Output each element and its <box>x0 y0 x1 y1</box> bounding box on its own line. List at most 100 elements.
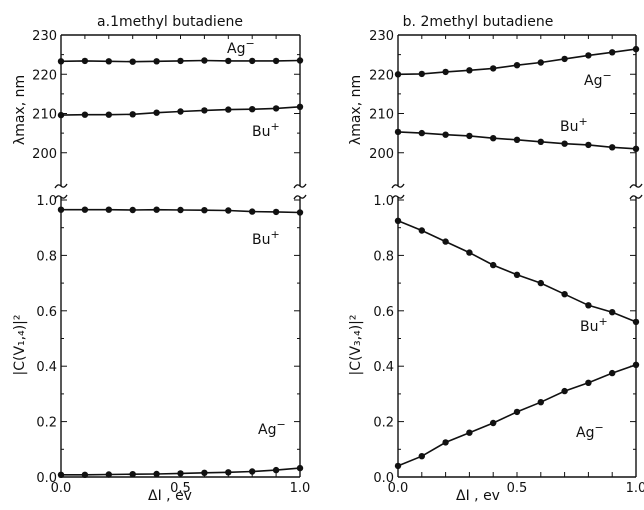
series-label: Ag− <box>227 37 255 57</box>
data-point <box>129 111 136 118</box>
panel-b-title: b. 2methyl butadiene <box>403 14 554 30</box>
data-point <box>418 129 425 137</box>
y-tick-label: 230 <box>32 29 57 44</box>
data-point <box>153 58 160 65</box>
data-point <box>81 111 89 118</box>
data-point <box>105 111 113 118</box>
data-point <box>442 238 449 245</box>
panel-a-series: Ag− Bu+ Bu+ Ag− <box>57 37 304 478</box>
data-point <box>609 49 616 56</box>
data-point <box>490 261 497 269</box>
series-label: Ag− <box>584 69 612 89</box>
series-line <box>397 364 637 467</box>
data-point <box>585 52 592 59</box>
y-tick-label: 220 <box>32 68 57 83</box>
y-tick-label: 0.4 <box>373 360 394 375</box>
data-point <box>513 61 521 69</box>
y-tick-label: 0.6 <box>373 305 394 320</box>
data-point <box>632 361 640 368</box>
x-tick-label: 0.0 <box>51 481 72 496</box>
data-point <box>272 105 280 112</box>
y-tick-label: 210 <box>369 108 394 123</box>
data-point <box>225 207 232 214</box>
y-tick-label: 1.0 <box>373 194 394 209</box>
data-point <box>201 57 208 64</box>
data-point <box>490 419 497 427</box>
data-point <box>272 208 280 216</box>
x-tick-label: 0.0 <box>388 481 409 496</box>
data-point <box>129 58 136 65</box>
series-label: Bu+ <box>560 115 588 135</box>
data-point <box>153 470 160 478</box>
x-tick-label: 0.5 <box>170 481 191 496</box>
data-point <box>394 71 402 78</box>
data-point <box>585 302 592 309</box>
data-point <box>57 206 65 213</box>
y-tick-label: 1.0 <box>36 194 57 209</box>
data-point <box>561 291 568 298</box>
data-point <box>272 466 280 474</box>
panel-a-ticks: 0.0 0.5 1.0 200 210 220 230 0.0 0.2 0.4 0.6 0.8 1.0 <box>32 29 310 496</box>
axis-break-mark <box>391 194 405 200</box>
data-point <box>177 108 184 115</box>
axis-break-mark <box>629 183 643 189</box>
axis-break-mark <box>629 194 643 200</box>
panel-b-frame <box>391 34 643 478</box>
y-tick-label: 0.8 <box>36 249 57 264</box>
y-tick-label: 0.6 <box>36 305 57 320</box>
panel-b: b. 2methyl butadiene ΔI , ev λmax, nm |C… <box>348 14 644 504</box>
data-point <box>272 57 280 65</box>
data-point <box>418 227 425 234</box>
data-point <box>177 470 184 477</box>
data-point <box>442 439 449 446</box>
data-point <box>225 106 232 113</box>
axis-break-mark <box>391 183 405 189</box>
data-point <box>632 145 640 152</box>
data-point <box>105 206 113 213</box>
data-point <box>249 468 256 475</box>
series-label: Ag− <box>576 421 604 441</box>
data-point <box>585 141 592 149</box>
data-point <box>129 206 136 214</box>
data-point <box>153 109 160 116</box>
data-point <box>513 271 521 278</box>
data-point <box>81 57 89 65</box>
data-point <box>418 453 425 460</box>
y-tick-label: 220 <box>369 68 394 83</box>
data-point <box>466 429 473 436</box>
data-point <box>129 471 136 478</box>
panel-b-bottom-ylabel: |C(V₃,₄)|² <box>348 315 364 376</box>
series-line <box>397 48 637 76</box>
data-point <box>537 59 544 66</box>
panel-b-series: Ag− Bu+ Bu+ Ag− <box>394 45 640 470</box>
panel-a-title: a.1methyl butadiene <box>97 14 243 30</box>
data-point <box>418 70 425 78</box>
data-point <box>57 471 65 478</box>
data-point <box>81 206 89 213</box>
data-point <box>561 140 568 147</box>
data-point <box>225 469 232 476</box>
data-point <box>225 57 232 65</box>
data-point <box>466 249 473 256</box>
data-point <box>249 208 256 215</box>
panel-a-bottom-ylabel: |C(V₁,₄)|² <box>12 315 28 376</box>
data-point <box>153 206 160 213</box>
y-tick-label: 0.2 <box>373 416 394 431</box>
data-point <box>105 58 113 65</box>
x-tick-label: 1.0 <box>290 481 311 496</box>
data-point <box>249 57 256 65</box>
panel-b-ticks: 0.0 0.5 1.0 200 210 220 230 0.0 0.2 0.4 0.6 0.8 1.0 <box>369 29 644 496</box>
data-point <box>105 471 113 478</box>
y-tick-label: 210 <box>32 108 57 123</box>
series-label: Ag− <box>258 418 286 438</box>
y-tick-label: 0.0 <box>36 471 57 486</box>
data-point <box>490 65 497 72</box>
panel-a-top-ylabel: λmax, nm <box>12 75 28 145</box>
data-point <box>632 318 640 326</box>
data-point <box>609 369 616 377</box>
data-point <box>201 107 208 114</box>
data-point <box>249 106 256 113</box>
data-point <box>296 103 304 111</box>
data-point <box>81 471 89 478</box>
